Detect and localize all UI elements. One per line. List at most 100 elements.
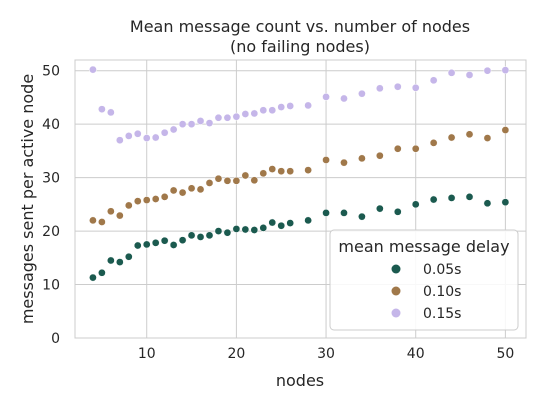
point-0-15s [107,108,115,117]
point-0-15s [187,120,196,129]
legend-marker-0-15s [391,308,401,318]
point-0-05s [115,258,124,266]
point-0-10s [483,134,492,142]
legend-label-0-05s: 0.05s [423,262,461,278]
point-0-15s [89,65,97,74]
point-0-10s [358,154,366,163]
point-0-05s [89,273,97,282]
point-0-05s [277,221,286,230]
point-0-05s [465,193,474,201]
legend-marker-0-05s [391,264,401,274]
x-tick-label: 10 [138,346,156,362]
chart-subtitle: (no failing nodes) [230,37,370,56]
point-0-10s [133,197,142,205]
y-tick-label: 50 [42,64,60,80]
point-0-10s [115,211,124,220]
point-0-15s [124,132,133,140]
point-0-10s [98,218,106,226]
point-0-15s [304,101,312,110]
point-0-05s [322,209,330,217]
point-0-05s [133,241,142,250]
point-0-15s [429,76,438,85]
point-0-10s [322,156,330,164]
point-0-10s [223,176,232,185]
point-0-10s [214,174,223,183]
legend-label-0-15s: 0.15s [423,306,461,322]
point-0-10s [429,139,438,147]
point-0-10s [124,201,133,210]
point-0-10s [376,151,384,160]
point-0-05s [223,228,232,237]
point-0-10s [89,216,97,225]
point-0-15s [376,84,384,93]
point-0-05s [214,227,223,235]
point-0-10s [241,171,250,180]
point-0-10s [205,179,214,187]
point-0-10s [304,166,312,174]
y-tick-label: 20 [42,224,60,240]
point-0-10s [250,176,259,185]
point-0-10s [268,165,277,173]
point-0-05s [393,207,402,216]
point-0-05s [205,231,214,240]
point-0-05s [259,224,268,232]
point-0-15s [98,105,106,114]
point-0-05s [196,233,205,241]
point-0-15s [205,119,214,127]
point-0-05s [501,198,510,207]
point-0-05s [286,219,295,227]
point-0-05s [447,194,456,202]
point-0-10s [169,186,178,195]
x-tick-label: 30 [317,346,335,362]
point-0-05s [358,212,366,221]
legend-title: mean message delay [338,237,509,256]
point-0-15s [411,83,420,92]
point-0-15s [133,129,142,138]
point-0-15s [160,128,169,137]
y-tick-label: 30 [42,171,60,187]
point-0-10s [411,144,420,153]
y-tick-label: 0 [51,331,60,347]
point-0-10s [501,126,510,134]
point-0-15s [142,134,151,142]
legend-marker-0-10s [391,286,401,296]
point-0-05s [107,256,115,265]
x-tick-label: 50 [496,346,514,362]
point-0-15s [232,112,241,121]
point-0-05s [411,200,420,209]
legend-box [329,229,519,331]
point-0-15s [223,113,232,122]
point-0-10s [160,193,169,201]
point-0-05s [124,252,133,261]
point-0-05s [376,204,384,213]
point-0-15s [115,136,124,145]
point-0-10s [187,184,196,193]
point-0-10s [232,176,241,185]
point-0-15s [259,106,268,115]
x-tick-label: 40 [407,346,425,362]
chart-title: Mean message count vs. number of nodes [130,17,470,36]
y-tick-label: 40 [42,117,60,133]
point-0-15s [358,89,366,98]
point-0-10s [178,188,187,197]
point-0-05s [160,236,169,245]
point-0-15s [340,94,348,103]
tick-labels: 10 20 30 40 50 0 10 20 30 40 50 [42,64,514,362]
point-0-15s [501,66,510,75]
point-0-15s [169,125,178,134]
point-0-05s [268,218,277,227]
point-0-10s [465,130,474,139]
point-0-10s [447,133,456,142]
point-0-05s [187,231,196,240]
point-0-15s [268,106,277,115]
point-0-15s [178,120,187,129]
point-0-05s [232,225,241,233]
point-0-15s [214,113,223,122]
point-0-10s [286,167,295,176]
point-0-05s [169,241,178,249]
point-0-05s [483,199,492,208]
legend-label-0-10s: 0.10s [423,284,461,300]
point-0-15s [196,117,205,125]
point-0-05s [340,209,348,217]
